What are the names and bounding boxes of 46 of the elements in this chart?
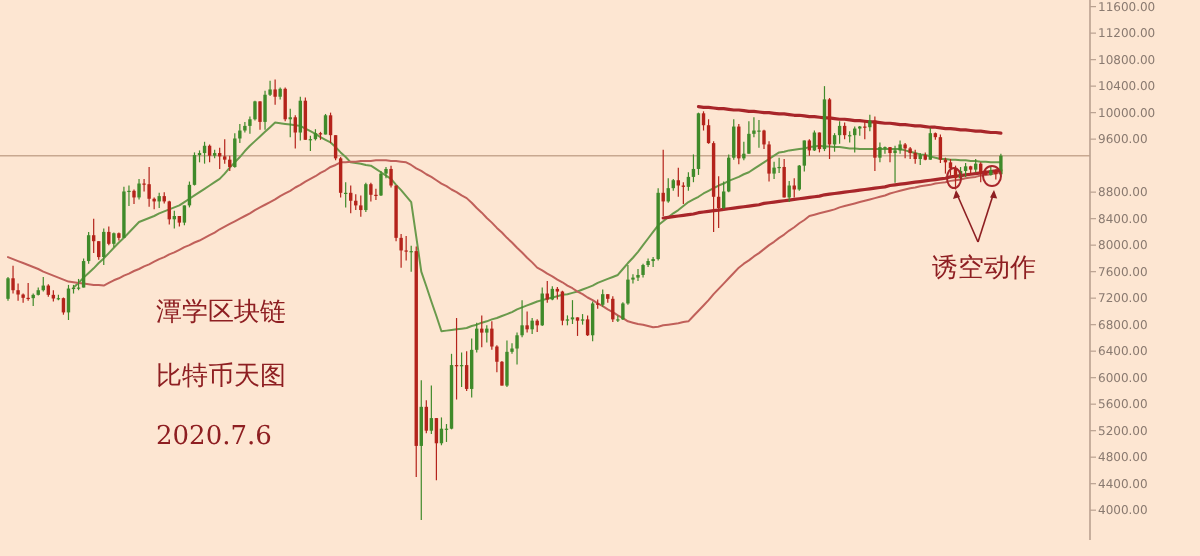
candlestick bbox=[611, 295, 615, 323]
candlestick bbox=[863, 119, 867, 140]
candlestick bbox=[883, 145, 887, 155]
annotation: 潭学区块链 bbox=[156, 298, 286, 328]
candlestick bbox=[903, 142, 907, 159]
candlestick bbox=[742, 141, 746, 161]
candlestick bbox=[525, 310, 529, 334]
candlestick bbox=[893, 145, 897, 184]
candlestick bbox=[147, 166, 151, 208]
candlestick bbox=[928, 127, 933, 161]
candlestick bbox=[273, 78, 277, 106]
candlestick bbox=[91, 218, 96, 254]
annotation: 2020.7.6 bbox=[156, 422, 272, 452]
candlestick bbox=[369, 182, 373, 203]
candlestick bbox=[888, 146, 892, 163]
candlestick bbox=[878, 141, 882, 163]
candlestick bbox=[258, 100, 262, 131]
candlestick bbox=[132, 188, 136, 205]
candlestick bbox=[374, 188, 378, 201]
candlestick bbox=[782, 158, 786, 199]
candlestick bbox=[747, 120, 751, 155]
candlestick bbox=[223, 138, 227, 165]
candlestick bbox=[737, 123, 741, 165]
candlestick bbox=[122, 186, 126, 239]
candlestick bbox=[107, 226, 111, 246]
candlestick bbox=[676, 167, 681, 198]
annotation: 比特币天图 bbox=[156, 362, 286, 392]
candlestick bbox=[505, 339, 509, 388]
candlestick bbox=[379, 170, 383, 197]
candlestick bbox=[575, 316, 580, 337]
candlestick bbox=[359, 194, 363, 218]
candlestick bbox=[777, 157, 781, 174]
candlestick bbox=[404, 235, 408, 261]
candlestick bbox=[364, 182, 368, 213]
candlestick bbox=[293, 114, 297, 150]
candlestick bbox=[233, 132, 237, 169]
candlestick bbox=[11, 265, 15, 295]
candlestick bbox=[137, 178, 141, 201]
candlestick bbox=[429, 385, 434, 435]
candlestick bbox=[323, 113, 328, 136]
candlestick bbox=[636, 268, 640, 282]
candlestick bbox=[757, 119, 761, 149]
candlestick bbox=[873, 116, 877, 172]
annotation: 诱空动作 bbox=[932, 254, 1036, 284]
candlestick bbox=[6, 276, 10, 302]
candlestick bbox=[772, 161, 776, 180]
